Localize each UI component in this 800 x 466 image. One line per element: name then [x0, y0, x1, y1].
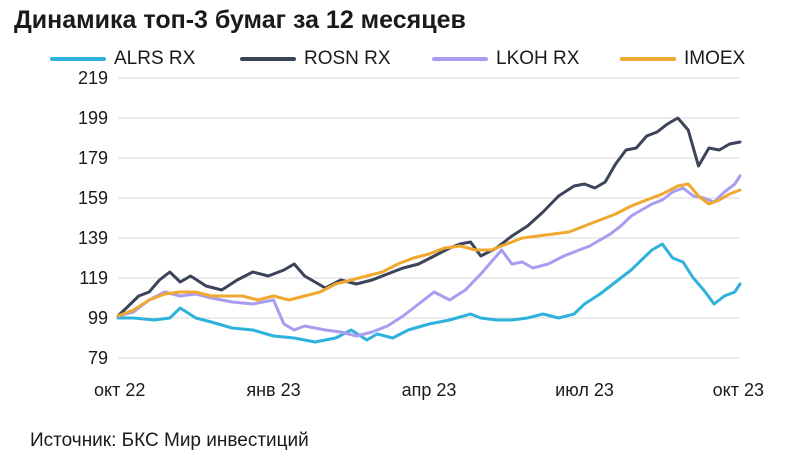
legend-swatch-alrs	[50, 57, 106, 61]
legend-item-alrs: ALRS RX	[50, 46, 195, 72]
y-tick-label-7: 79	[88, 348, 108, 368]
x-tick-label-0: окт 22	[94, 380, 145, 400]
series-line-lkoh-rx	[116, 174, 742, 338]
y-tick-label-1: 199	[78, 108, 108, 128]
legend-swatch-rosn	[240, 57, 296, 61]
y-tick-label-3: 159	[78, 188, 108, 208]
legend-label-alrs: ALRS RX	[114, 48, 196, 69]
x-tick-label-2: апр 23	[402, 380, 457, 400]
chart-title: Динамика топ-3 бумаг за 12 месяцев	[14, 6, 466, 34]
x-tick-label-4: окт 23	[713, 380, 764, 400]
series-line-imoex	[116, 182, 742, 318]
line-chart: 219 199 179 159 139 119 99 79 окт 22 янв 23 апр 23…	[78, 68, 764, 400]
y-tick-label-4: 139	[78, 228, 108, 248]
legend-item-imoex: IMOEX	[620, 46, 745, 72]
legend-item-rosn: ROSN RX	[240, 46, 391, 72]
y-tick-label-2: 179	[78, 148, 108, 168]
legend-swatch-lkoh	[432, 57, 488, 61]
y-tick-label-0: 219	[78, 68, 108, 88]
x-tick-label-3: июл 23	[555, 380, 614, 400]
legend: ALRS RX ROSN RX LKOH RX IMOEX	[0, 46, 800, 72]
series-line-alrs-rx	[116, 242, 742, 344]
series-line-rosn-rx	[116, 116, 742, 318]
x-tick-label-1: янв 23	[246, 380, 300, 400]
legend-item-lkoh: LKOH RX	[432, 46, 579, 72]
legend-swatch-imoex	[620, 57, 676, 61]
y-tick-label-6: 99	[88, 308, 108, 328]
legend-label-rosn: ROSN RX	[304, 48, 391, 69]
legend-label-lkoh: LKOH RX	[496, 48, 580, 69]
legend-label-imoex: IMOEX	[684, 48, 746, 69]
source-note: Источник: БКС Мир инвестиций	[30, 430, 309, 451]
y-tick-label-5: 119	[79, 268, 108, 288]
